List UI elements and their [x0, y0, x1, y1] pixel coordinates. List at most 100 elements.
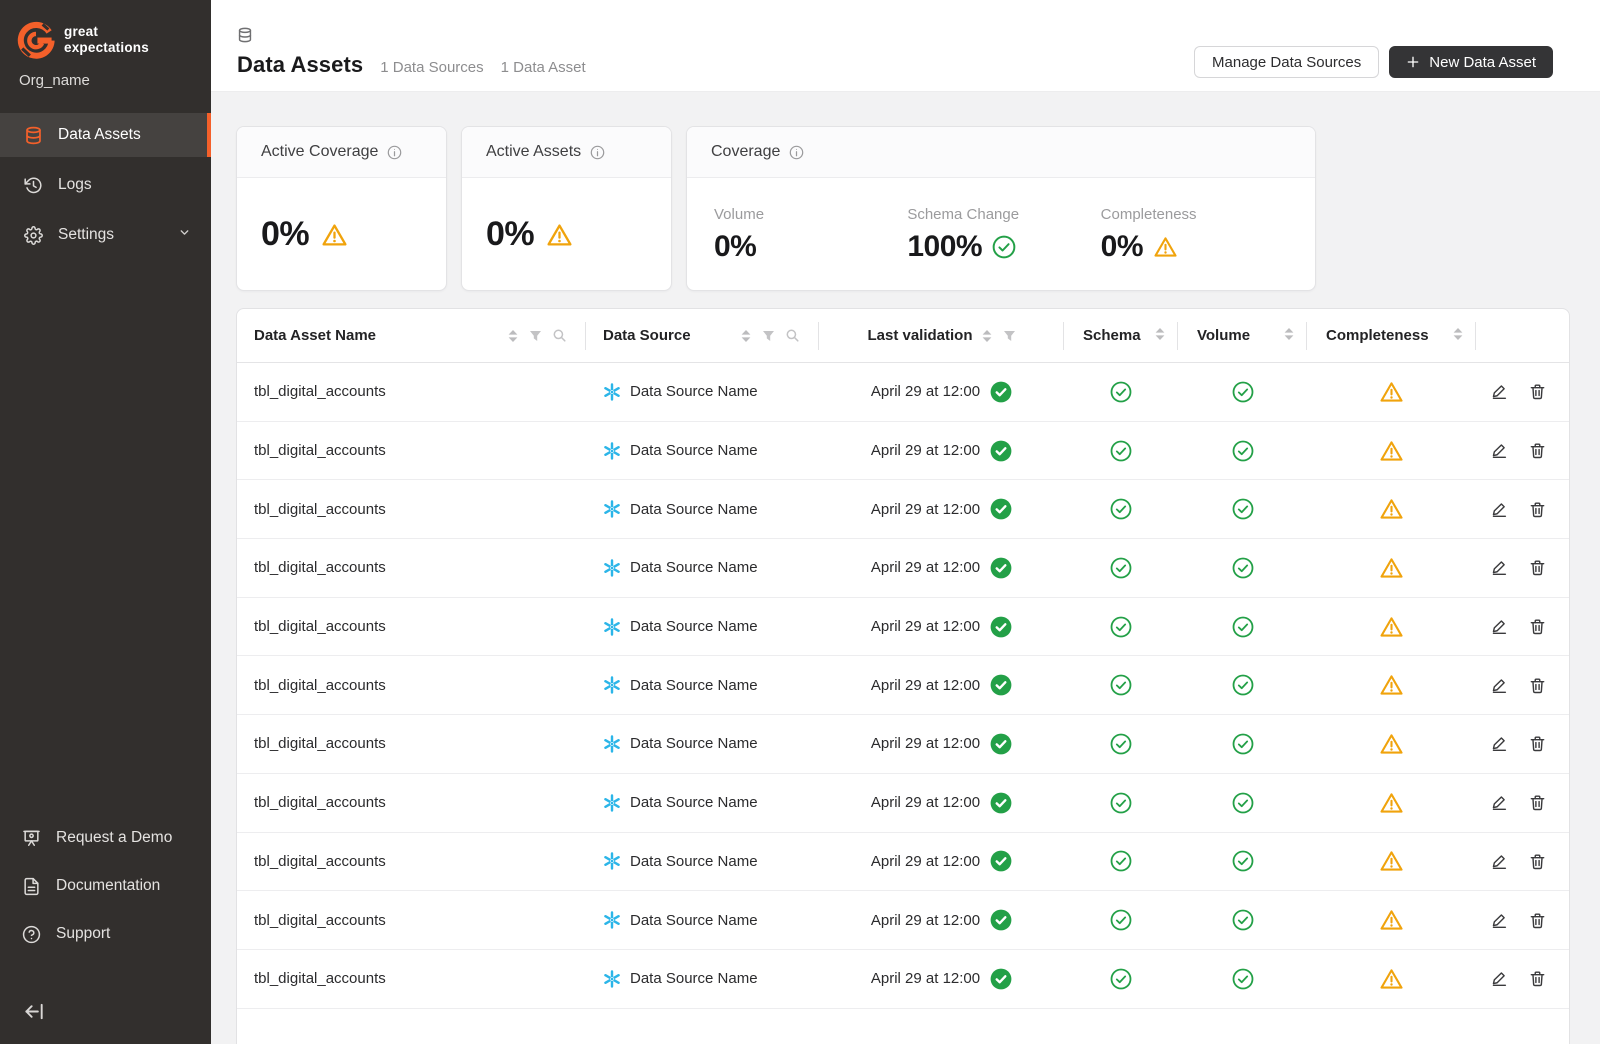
data-asset-name-cell[interactable]: tbl_digital_accounts: [254, 618, 386, 636]
search-icon[interactable]: [786, 329, 799, 342]
table-row[interactable]: tbl_digital_accounts Data Source Name Ap…: [237, 949, 1569, 1009]
new-data-asset-button[interactable]: New Data Asset: [1389, 46, 1553, 78]
edit-button[interactable]: [1491, 618, 1508, 635]
edit-button[interactable]: [1491, 442, 1508, 459]
table-row[interactable]: tbl_digital_accounts Data Source Name Ap…: [237, 832, 1569, 892]
data-asset-name-cell[interactable]: tbl_digital_accounts: [254, 383, 386, 401]
filter-icon[interactable]: [762, 330, 775, 342]
validation-success-badge: [990, 968, 1012, 990]
completeness-status-cell: [1307, 480, 1476, 538]
table-row[interactable]: tbl_digital_accounts Data Source Name Ap…: [237, 656, 1569, 716]
table-row[interactable]: tbl_digital_accounts Data Source Name Ap…: [237, 421, 1569, 481]
delete-button[interactable]: [1529, 970, 1546, 987]
data-asset-name-cell[interactable]: tbl_digital_accounts: [254, 676, 386, 694]
info-icon[interactable]: [590, 145, 605, 160]
completeness-status-cell: [1307, 363, 1476, 421]
active-coverage-card: Active Coverage 0%: [236, 126, 447, 291]
table-row[interactable]: tbl_digital_accounts Data Source Name Ap…: [237, 363, 1569, 422]
presentation-icon: [22, 829, 41, 848]
sidebar-item-label: Logs: [58, 176, 92, 193]
edit-button[interactable]: [1491, 383, 1508, 400]
sidebar-item-support[interactable]: Support: [0, 910, 211, 958]
sidebar-item-request-demo[interactable]: Request a Demo: [0, 814, 211, 862]
edit-button[interactable]: [1491, 735, 1508, 752]
row-actions-cell: [1476, 480, 1569, 538]
edit-button[interactable]: [1491, 912, 1508, 929]
filter-icon[interactable]: [529, 330, 542, 342]
table-row[interactable]: tbl_digital_accounts Data Source Name Ap…: [237, 773, 1569, 833]
data-source-cell: Data Source Name: [586, 715, 819, 773]
sort-icon[interactable]: [508, 329, 518, 343]
sidebar-item-label: Support: [56, 925, 111, 942]
sort-icon[interactable]: [982, 329, 992, 343]
data-asset-name-cell[interactable]: tbl_digital_accounts: [254, 735, 386, 753]
sort-icon[interactable]: [741, 329, 751, 343]
sort-icon[interactable]: [1453, 327, 1463, 345]
column-header-completeness: Completeness: [1307, 309, 1476, 362]
table-row[interactable]: tbl_digital_accounts Data Source Name Ap…: [237, 715, 1569, 774]
sidebar-item-data-assets[interactable]: Data Assets: [0, 113, 211, 157]
edit-button[interactable]: [1491, 501, 1508, 518]
last-validation-cell: April 29 at 12:00: [819, 950, 1064, 1008]
check-circle-icon: [1110, 968, 1132, 990]
database-icon: [24, 126, 43, 145]
manage-data-sources-button[interactable]: Manage Data Sources: [1194, 46, 1380, 78]
edit-button[interactable]: [1491, 970, 1508, 987]
delete-button[interactable]: [1529, 383, 1546, 400]
sidebar-item-documentation[interactable]: Documentation: [0, 862, 211, 910]
column-header-actions: [1476, 309, 1569, 362]
collapse-sidebar-button[interactable]: [22, 1000, 46, 1024]
info-icon[interactable]: [789, 145, 804, 160]
sidebar-item-settings[interactable]: Settings: [0, 213, 211, 257]
info-icon[interactable]: [387, 145, 402, 160]
delete-button[interactable]: [1529, 442, 1546, 459]
edit-button[interactable]: [1491, 677, 1508, 694]
delete-button[interactable]: [1529, 735, 1546, 752]
volume-coverage-value: 0%: [714, 229, 757, 263]
edit-button[interactable]: [1491, 794, 1508, 811]
edit-button[interactable]: [1491, 559, 1508, 576]
delete-button[interactable]: [1529, 618, 1546, 635]
table-row[interactable]: tbl_digital_accounts Data Source Name Ap…: [237, 891, 1569, 950]
table-row[interactable]: tbl_digital_accounts Data Source Name Ap…: [237, 480, 1569, 540]
data-asset-name-cell[interactable]: tbl_digital_accounts: [254, 442, 386, 460]
delete-button[interactable]: [1529, 912, 1546, 929]
check-circle-icon: [1232, 440, 1254, 462]
warning-icon: [546, 223, 573, 247]
schema-status-cell: [1064, 950, 1178, 1008]
filter-icon[interactable]: [1003, 330, 1016, 342]
sort-icon[interactable]: [1284, 327, 1294, 345]
data-asset-name-cell[interactable]: tbl_digital_accounts: [254, 500, 386, 518]
table-row[interactable]: tbl_digital_accounts Data Source Name Ap…: [237, 597, 1569, 657]
schema-status-cell: [1064, 598, 1178, 656]
data-asset-name-cell[interactable]: tbl_digital_accounts: [254, 970, 386, 988]
search-icon[interactable]: [553, 329, 566, 342]
sidebar-spacer: [0, 263, 211, 814]
schema-status-cell: [1064, 833, 1178, 891]
delete-button[interactable]: [1529, 853, 1546, 870]
schema-status-cell: [1064, 891, 1178, 949]
data-asset-name-cell[interactable]: tbl_digital_accounts: [254, 852, 386, 870]
volume-status-cell: [1178, 480, 1307, 538]
edit-button[interactable]: [1491, 853, 1508, 870]
delete-button[interactable]: [1529, 677, 1546, 694]
data-asset-name-cell[interactable]: tbl_digital_accounts: [254, 911, 386, 929]
completeness-status-cell: [1307, 715, 1476, 773]
check-circle-icon: [1110, 381, 1132, 403]
data-asset-name-cell[interactable]: tbl_digital_accounts: [254, 559, 386, 577]
sidebar-item-label: Request a Demo: [56, 829, 173, 846]
snowflake-icon: [603, 793, 621, 812]
sort-icon[interactable]: [1155, 327, 1165, 345]
logo[interactable]: great expectations: [0, 0, 211, 59]
table-row[interactable]: tbl_digital_accounts Data Source Name Ap…: [237, 539, 1569, 598]
snowflake-icon: [603, 911, 621, 929]
sidebar-item-logs[interactable]: Logs: [0, 163, 211, 207]
validation-success-badge: [990, 674, 1012, 696]
delete-button[interactable]: [1529, 559, 1546, 576]
header-actions: Manage Data Sources New Data Asset: [1194, 46, 1553, 78]
delete-button[interactable]: [1529, 501, 1546, 518]
data-asset-name-cell[interactable]: tbl_digital_accounts: [254, 794, 386, 812]
delete-button[interactable]: [1529, 794, 1546, 811]
gx-logo-icon: [17, 21, 55, 59]
last-validation-cell: April 29 at 12:00: [819, 833, 1064, 891]
